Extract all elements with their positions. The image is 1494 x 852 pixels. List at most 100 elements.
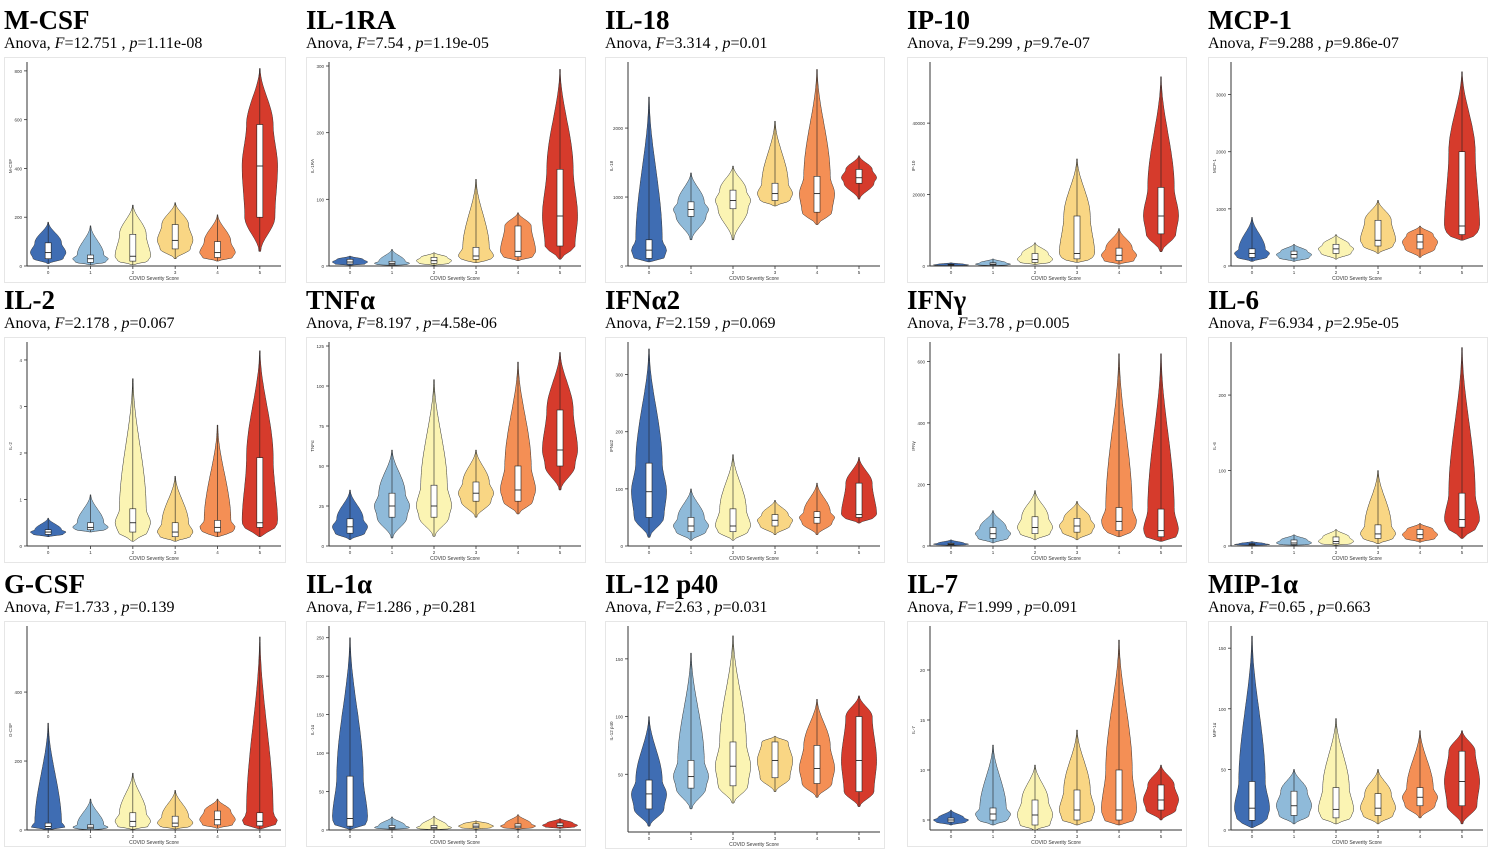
y-tick-label: 100 xyxy=(615,715,623,720)
box xyxy=(1416,529,1424,539)
x-tick-label: 5 xyxy=(559,270,562,275)
box xyxy=(1248,781,1256,821)
y-tick-label: 50 xyxy=(319,790,325,795)
box xyxy=(514,465,522,502)
x-tick-label: 1 xyxy=(89,834,92,839)
x-tick-label: 3 xyxy=(475,834,478,839)
violin-plot: 0 200 400 G-CSF COVID Severity Score 0 1 2 3 4 5 xyxy=(4,621,286,847)
x-tick-label: 3 xyxy=(774,270,777,275)
box xyxy=(989,527,997,539)
f-value: 1.999 xyxy=(976,599,1013,616)
test-name: Anova xyxy=(907,315,950,332)
p-value: 0.281 xyxy=(440,599,477,616)
anova-stats: Anova, F=3.314 , p=0.01 xyxy=(605,35,768,52)
x-axis-label: COVID Severity Score xyxy=(129,276,179,282)
x-tick-label: 2 xyxy=(1034,550,1037,555)
panel-title: IFNα2 xyxy=(605,285,681,315)
x-axis-label: COVID Severity Score xyxy=(1031,840,1081,846)
f-value: 3.314 xyxy=(674,35,711,52)
x-tick-label: 0 xyxy=(950,550,953,555)
box xyxy=(87,824,94,829)
y-tick-label: 0 xyxy=(1223,264,1226,269)
box xyxy=(346,775,354,827)
box xyxy=(214,241,221,258)
y-axis-label: IL-12 p40 xyxy=(609,721,614,741)
y-tick-label: 75 xyxy=(319,424,325,429)
y-tick-label: 50 xyxy=(319,464,325,469)
y-tick-label: 100 xyxy=(615,487,623,492)
box xyxy=(514,225,522,257)
box xyxy=(1157,187,1165,235)
p-value: 0.005 xyxy=(1033,315,1070,332)
x-tick-label: 2 xyxy=(732,836,735,841)
x-tick-label: 4 xyxy=(816,270,819,275)
f-value: 0.65 xyxy=(1277,599,1306,616)
box xyxy=(1073,789,1081,821)
panel-m-csf: M-CSF Anova, F=12.751 , p=1.11e-08 0 200 4… xyxy=(4,5,286,283)
x-tick-label: 0 xyxy=(349,550,352,555)
x-tick-label: 1 xyxy=(391,834,394,839)
box xyxy=(645,779,653,810)
box xyxy=(44,242,52,259)
box xyxy=(1157,508,1165,538)
panel-title: IL-1RA xyxy=(306,5,397,35)
y-tick-label: 100 xyxy=(1218,707,1226,712)
box xyxy=(87,522,94,531)
x-axis-label: COVID Severity Score xyxy=(129,840,179,846)
box xyxy=(256,812,264,827)
p-value: 0.01 xyxy=(739,35,768,52)
y-tick-label: 200 xyxy=(316,674,324,679)
box xyxy=(687,760,695,789)
y-tick-label: 200 xyxy=(615,430,623,435)
x-axis-label: COVID Severity Score xyxy=(129,556,179,562)
anova-stats: Anova, F=3.78 , p=0.005 xyxy=(907,315,1070,332)
box xyxy=(771,182,779,201)
panel-title: IL-12 p40 xyxy=(605,569,719,599)
x-tick-label: 3 xyxy=(1076,834,1079,839)
y-tick-label: 3000 xyxy=(1216,93,1227,98)
panel-il-7: IL-7 Anova, F=1.999 , p=0.091 5 10 15 20 IL-… xyxy=(907,569,1187,847)
x-tick-label: 2 xyxy=(1335,270,1338,275)
violin-plot: 0 1000 2000 IL-18 COVID Severity Score 0 1 2 3 4 5 xyxy=(605,57,885,283)
x-axis-label: COVID Severity Score xyxy=(729,276,779,282)
box xyxy=(44,822,52,829)
x-tick-label: 5 xyxy=(1160,834,1163,839)
panel-title: IL-1α xyxy=(306,569,373,599)
box xyxy=(556,409,564,467)
y-tick-label: 1000 xyxy=(1216,207,1227,212)
y-tick-label: 15 xyxy=(920,718,926,723)
f-value: 2.178 xyxy=(73,315,110,332)
x-tick-label: 2 xyxy=(132,270,135,275)
y-tick-label: 0 xyxy=(620,264,623,269)
x-tick-label: 4 xyxy=(517,270,520,275)
y-tick-label: 0 xyxy=(19,828,22,833)
x-tick-label: 5 xyxy=(858,836,861,841)
box xyxy=(472,481,480,502)
y-tick-label: 1 xyxy=(19,497,22,502)
y-tick-label: 200 xyxy=(917,482,925,487)
y-tick-label: 0 xyxy=(922,264,925,269)
x-tick-label: 1 xyxy=(690,270,693,275)
x-tick-label: 1 xyxy=(89,550,92,555)
x-tick-label: 4 xyxy=(1419,270,1422,275)
box xyxy=(1073,215,1081,260)
y-tick-label: 150 xyxy=(1218,646,1226,651)
x-tick-label: 3 xyxy=(475,550,478,555)
violin-plot: 0 100 200 IL-6 COVID Severity Score 0 1 2 3 4 5 xyxy=(1208,337,1488,563)
y-tick-label: 100 xyxy=(1218,469,1226,474)
x-tick-label: 1 xyxy=(1293,550,1296,555)
box xyxy=(1031,253,1039,263)
box xyxy=(214,520,221,533)
x-tick-label: 0 xyxy=(648,270,651,275)
x-axis-label: COVID Severity Score xyxy=(1332,840,1382,846)
x-tick-label: 4 xyxy=(1118,834,1121,839)
x-tick-label: 3 xyxy=(774,550,777,555)
x-tick-label: 3 xyxy=(1377,270,1380,275)
box xyxy=(1031,799,1039,826)
violin-plot: 50 100 150 IL-12 p40 COVID Severity Score 0 1 2… xyxy=(605,621,885,849)
anova-stats: Anova, F=7.54 , p=1.19e-05 xyxy=(306,35,489,52)
p-value: 0.139 xyxy=(138,599,175,616)
x-tick-label: 3 xyxy=(174,270,177,275)
box xyxy=(645,462,653,518)
